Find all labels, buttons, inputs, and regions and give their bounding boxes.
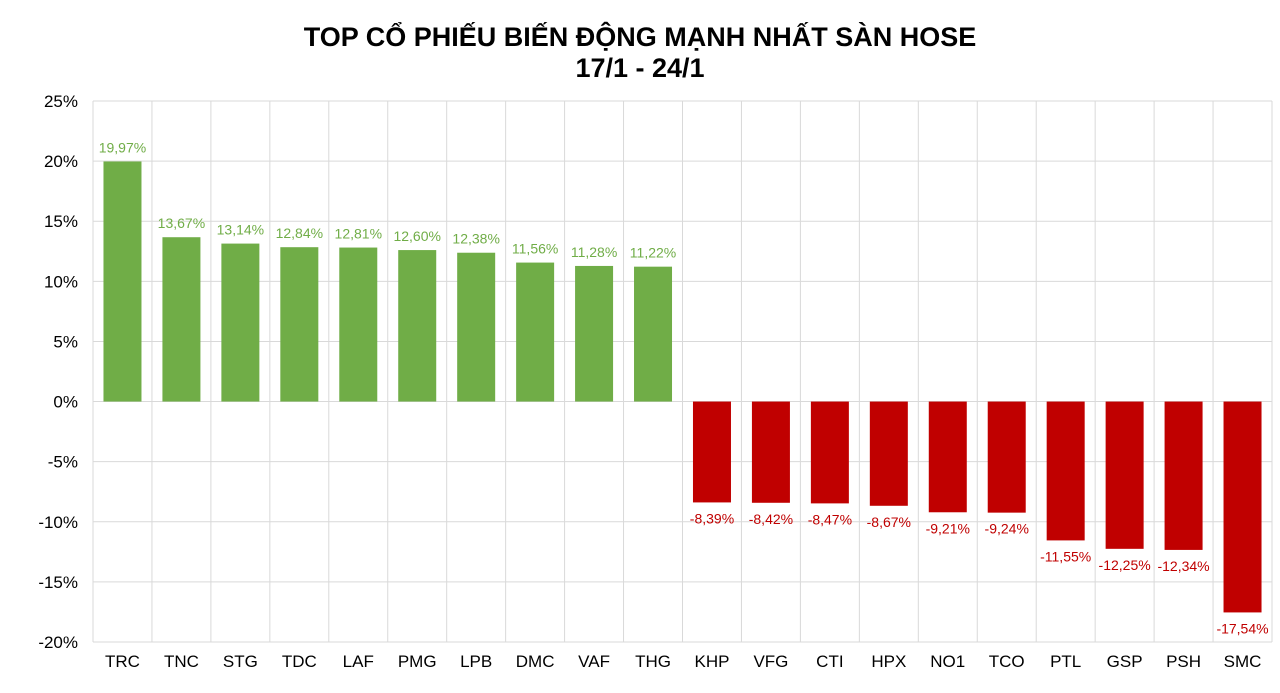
data-label-lpb: 12,38% — [452, 231, 499, 247]
data-label-khp: -8,39% — [690, 510, 734, 526]
data-label-hpx: -8,67% — [867, 514, 911, 530]
bar-ptl — [1046, 401, 1085, 541]
bar-psh — [1164, 401, 1203, 550]
x-tick-label: SMC — [1224, 652, 1262, 671]
bar-trc — [103, 161, 142, 402]
data-label-vaf: 11,28% — [571, 244, 617, 260]
x-tick-label: TCO — [989, 652, 1025, 671]
bar-gsp — [1105, 401, 1144, 549]
data-label-laf: 12,81% — [335, 226, 382, 242]
bar-smc — [1223, 401, 1262, 613]
chart-title-block: TOP CỔ PHIẾU BIẾN ĐỘNG MẠNH NHẤT SÀN HOS… — [0, 22, 1280, 84]
x-tick-label: VFG — [753, 652, 788, 671]
x-tick-label: PSH — [1166, 652, 1201, 671]
bar-khp — [692, 401, 731, 503]
bar-tdc — [280, 247, 319, 402]
bar-stg — [221, 243, 260, 402]
y-tick-label: -15% — [38, 573, 78, 592]
x-tick-label: VAF — [578, 652, 610, 671]
bar-dmc — [516, 262, 555, 402]
x-tick-label: TNC — [164, 652, 199, 671]
bar-pmg — [398, 250, 437, 402]
x-tick-label: LPB — [460, 652, 492, 671]
data-label-tdc: 12,84% — [276, 225, 323, 241]
bar-hpx — [869, 401, 908, 506]
chart-title: TOP CỔ PHIẾU BIẾN ĐỘNG MẠNH NHẤT SÀN HOS… — [303, 22, 977, 52]
x-tick-label: PTL — [1050, 652, 1081, 671]
x-tick-label: HPX — [871, 652, 906, 671]
x-tick-label: TRC — [105, 652, 140, 671]
y-tick-label: 25% — [44, 92, 78, 111]
data-label-pmg: 12,60% — [393, 228, 440, 244]
bar-no1 — [928, 401, 967, 513]
data-label-vfg: -8,42% — [749, 511, 793, 527]
labels-layer: 25% 20% 15% 10% 5% 0% -5% -10% -15% -20% 19,97% TRC… — [38, 92, 1268, 671]
data-label-no1: -9,21% — [926, 520, 970, 536]
x-tick-label: KHP — [694, 652, 729, 671]
bars-layer — [103, 161, 1262, 613]
x-tick-label: THG — [635, 652, 671, 671]
y-tick-label: 15% — [44, 212, 78, 231]
x-tick-label: GSP — [1107, 652, 1143, 671]
data-label-cti: -8,47% — [808, 511, 852, 527]
bar-thg — [634, 266, 673, 402]
data-label-gsp: -12,25% — [1099, 557, 1151, 573]
y-tick-label: 20% — [44, 152, 78, 171]
x-tick-label: TDC — [282, 652, 317, 671]
data-label-trc: 19,97% — [99, 139, 146, 155]
data-label-smc: -17,54% — [1216, 620, 1268, 636]
data-label-tco: -9,24% — [985, 521, 1029, 537]
y-tick-label: -20% — [38, 633, 78, 652]
y-tick-label: -10% — [38, 513, 78, 532]
data-label-tnc: 13,67% — [158, 215, 205, 231]
bar-tnc — [162, 237, 201, 402]
y-tick-label: 5% — [53, 332, 78, 351]
data-label-thg: 11,22% — [630, 245, 676, 261]
x-tick-label: PMG — [398, 652, 437, 671]
y-tick-label: -5% — [48, 453, 78, 472]
x-tick-label: STG — [223, 652, 258, 671]
bar-cti — [810, 401, 849, 504]
data-label-dmc: 11,56% — [512, 241, 558, 257]
x-tick-label: NO1 — [930, 652, 965, 671]
data-label-psh: -12,34% — [1157, 558, 1209, 574]
data-label-ptl: -11,55% — [1040, 548, 1091, 564]
x-tick-label: LAF — [343, 652, 374, 671]
bar-vfg — [751, 401, 790, 503]
chart-subtitle: 17/1 - 24/1 — [575, 53, 705, 83]
bar-vaf — [575, 265, 614, 402]
x-tick-label: CTI — [816, 652, 843, 671]
data-label-stg: 13,14% — [217, 222, 264, 238]
bar-tco — [987, 401, 1026, 513]
bar-laf — [339, 247, 378, 402]
x-tick-label: DMC — [516, 652, 555, 671]
y-tick-label: 0% — [53, 393, 78, 412]
grid-layer — [92, 100, 1273, 643]
bar-lpb — [457, 252, 496, 402]
y-tick-label: 10% — [44, 272, 78, 291]
